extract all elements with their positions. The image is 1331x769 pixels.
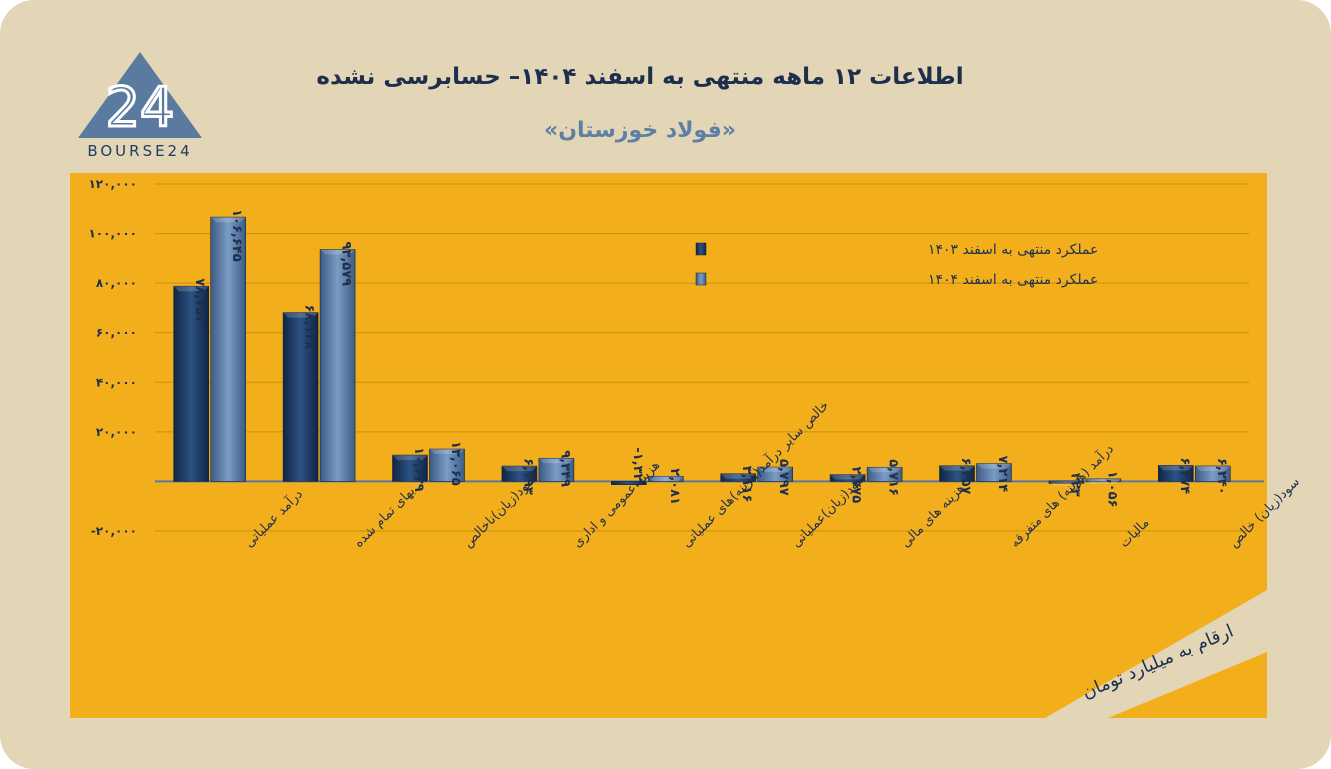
bar-bevel [210, 217, 246, 223]
data-label: ۲,۷۷۵ [849, 467, 864, 504]
bar-bevel [939, 465, 975, 471]
chart-title: اطلاعات ۱۲ ماهه منتهی به اسفند ۱۴۰۴– حسا… [316, 64, 964, 90]
bourse24-logo: 24 [78, 52, 202, 141]
bar [501, 465, 538, 482]
legend-swatch [695, 242, 707, 256]
bar [976, 463, 1012, 482]
bar-bevel [830, 474, 866, 480]
y-tick-label: ۱۰۰,۰۰۰ [88, 227, 137, 241]
bar-bevel [1085, 478, 1121, 484]
chart-subtitle: «فولاد خوزستان» [544, 118, 736, 143]
bar [720, 473, 757, 482]
plot-area [70, 173, 1267, 718]
bar-bevel [1048, 480, 1084, 486]
data-label: ۷۸,۷۵۷ [192, 278, 207, 323]
bar-bevel [283, 312, 319, 318]
bar-bevel [429, 449, 465, 455]
bar [647, 475, 684, 482]
bar-bevel [720, 473, 756, 479]
legend-swatch [695, 272, 707, 286]
bar [1158, 465, 1194, 482]
bar [173, 285, 209, 482]
y-tick-label: -۲۰,۰۰۰ [91, 524, 137, 538]
logo-text: BOURSE24 [87, 142, 193, 160]
bar [538, 457, 575, 482]
bar-bevel [501, 466, 537, 472]
data-label: ۹۳,۵۷۹ [339, 241, 354, 286]
legend-label: عملکرد منتهی به اسفند ۱۴۰۳ [928, 242, 1098, 258]
data-label: ۳,۱۱۶ [739, 466, 754, 503]
bar [939, 465, 975, 482]
bar-bevel [320, 249, 356, 255]
bar [429, 448, 465, 482]
data-label: ۶,۳۵۷ [958, 458, 973, 495]
data-label: ۷,۲۱۴ [995, 456, 1010, 493]
bar [1085, 478, 1122, 482]
data-label: ۵,۷۱۶ [886, 459, 901, 496]
data-label: ۱,۰۵۶ [1104, 471, 1119, 508]
bar [392, 454, 428, 482]
y-tick-label: ۸۰,۰۰۰ [96, 276, 137, 290]
bar-bevel [757, 467, 793, 473]
data-label: ۶,۲۴۰ [1214, 458, 1229, 495]
bar-bevel [392, 455, 428, 461]
logo-mark: 24 [106, 76, 175, 139]
bar [210, 216, 246, 482]
logo-triangle-icon [78, 52, 202, 138]
bar [757, 466, 794, 482]
data-label: ۲۲۳ [1067, 473, 1082, 497]
data-label: ۶,۱۹۳ [520, 458, 535, 495]
data-label: ۶,۴۷۴ [1177, 457, 1192, 494]
bar [866, 466, 903, 482]
note-band [1045, 590, 1267, 718]
data-label: ۵,۷۹۷ [776, 459, 791, 496]
data-label: ۱۰,۶۲۹ [411, 447, 426, 492]
bar-bevel [648, 476, 684, 482]
bar [610, 481, 647, 486]
bar [282, 312, 319, 482]
data-label: ۶۸,۱۲۸ [302, 305, 317, 350]
data-label: ۱۳,۰۶۵ [448, 441, 463, 486]
data-label: -۱,۳۲۰ [630, 447, 645, 489]
bar [1048, 480, 1085, 484]
y-tick-label: ۲۰,۰۰۰ [96, 425, 137, 439]
y-tick-label: ۱۲۰,۰۰۰ [88, 177, 137, 191]
bar-bevel [976, 463, 1012, 469]
data-label: ۱۰۶,۶۴۵ [229, 209, 244, 262]
bar-bevel [1195, 465, 1231, 471]
bar-bevel [867, 467, 903, 473]
legend-label: عملکرد منتهی به اسفند ۱۴۰۴ [928, 272, 1098, 288]
y-tick-label: ۴۰,۰۰۰ [96, 375, 137, 389]
bar-bevel [1158, 465, 1194, 471]
bar [829, 474, 866, 482]
bar [1195, 465, 1231, 482]
bar-bevel [173, 286, 209, 292]
data-label: ۲,۰۸۱ [667, 468, 682, 505]
data-label: ۹,۳۴۹ [557, 450, 572, 487]
y-tick-label: ۶۰,۰۰۰ [96, 326, 137, 340]
bar [319, 249, 356, 482]
bar-bevel [538, 458, 574, 464]
